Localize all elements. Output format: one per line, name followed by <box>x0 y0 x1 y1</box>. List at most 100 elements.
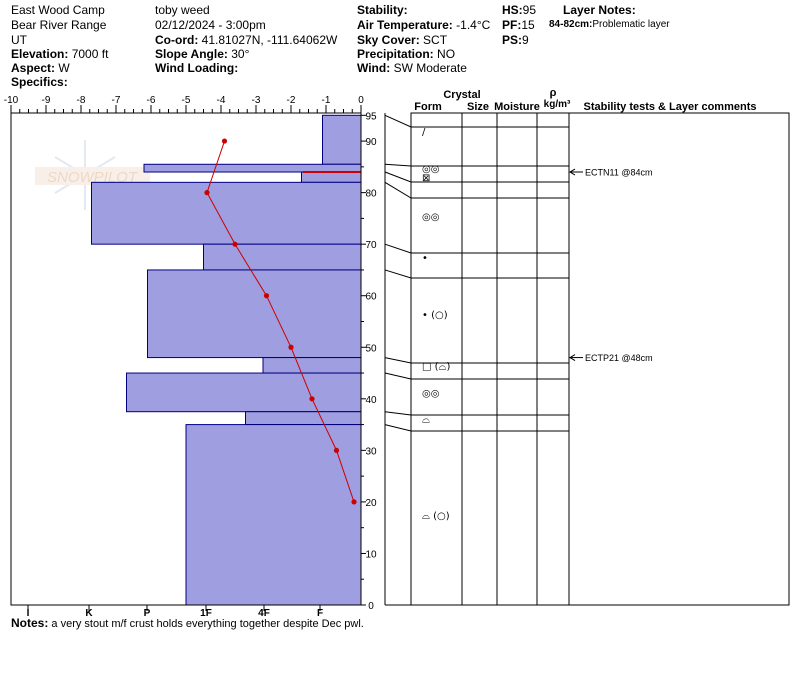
hardness-tick-label: 4F <box>258 608 270 619</box>
depth-tick-label: 70 <box>365 240 377 251</box>
snow-profile-chart: SNOWPILOT -10 -9 -8 -7 -6 -5 -4 -3 -2 -1 0 I K P 1F 4F… <box>4 87 790 619</box>
depth-tick-label: 90 <box>365 137 377 148</box>
crystal-form-symbol: ⌓ (○) <box>422 511 450 522</box>
temp-tick-label: -1 <box>322 95 331 106</box>
temp-point <box>204 190 210 196</box>
hardness-bar <box>91 181 362 245</box>
crystal-form-symbol: □ (⌓) <box>422 361 450 372</box>
layer-rows <box>384 114 569 606</box>
stability-header: Stability tests & Layer comments <box>583 101 756 113</box>
layer-boundary <box>384 243 569 254</box>
layer-boundary <box>384 171 569 183</box>
temp-tick-label: -10 <box>4 95 19 106</box>
temp-point <box>333 447 340 453</box>
layer-boundary <box>384 372 569 380</box>
depth-tick-label: 30 <box>365 446 377 457</box>
layer-boundary <box>384 357 569 364</box>
layer-boundary <box>384 269 569 279</box>
hardness-tick-label: P <box>144 608 151 619</box>
temp-point <box>221 138 228 144</box>
datetime: 02/12/2024 - 3:00pm <box>155 18 266 32</box>
ps: PS:9 <box>502 33 529 47</box>
location: East Wood Camp <box>11 3 105 17</box>
hardness-tick-label: F <box>317 608 323 619</box>
hardness-bar <box>143 163 362 173</box>
depth-axis: 0 10 20 30 40 50 60 70 80 90 95 <box>361 111 377 612</box>
stability: Stability: <box>357 3 408 17</box>
watermark-text: SNOWPILOT <box>47 169 139 186</box>
hardness-bar <box>322 114 362 165</box>
crystal-form-symbol: • (○) <box>422 310 448 321</box>
snowpilot-watermark: SNOWPILOT <box>35 140 150 210</box>
hardness-bar <box>301 171 362 183</box>
coordinates: Co-ord: 41.81027N, -111.64062W <box>155 33 338 47</box>
crystal-form-symbol: ◎◎ <box>422 389 439 400</box>
crystal-header: Crystal <box>443 89 480 101</box>
layer-boundary <box>384 114 569 128</box>
form-header: Form <box>414 101 442 113</box>
temp-tick-label: -5 <box>182 95 191 106</box>
layer-boundary <box>384 411 569 416</box>
sky-cover: Sky Cover: SCT <box>357 33 448 47</box>
aspect: Aspect: W <box>11 61 70 75</box>
temp-point <box>263 293 270 299</box>
temp-tick-label: -7 <box>112 95 121 106</box>
notes: Notes: a very stout m/f crust holds ever… <box>11 616 364 630</box>
test-arrow-head <box>569 354 576 362</box>
depth-tick-label: 50 <box>365 343 377 354</box>
layer-boundary <box>384 424 569 432</box>
specifics: Specifics: <box>11 75 68 89</box>
layer-table: Crystal Form Size Moisture ρ kg/m³ Stabi… <box>384 87 790 606</box>
crystal-form-symbol: ◎◎ <box>422 164 439 175</box>
depth-tick-label: 40 <box>365 395 377 406</box>
crystal-form-symbol: ◎◎ <box>422 212 439 223</box>
layer-note: 84-82cm:Problematic layer <box>549 19 670 30</box>
layer-boundary <box>384 163 569 167</box>
slope-angle: Slope Angle: 30° <box>155 47 250 61</box>
depth-tick-label: 10 <box>365 549 377 560</box>
crystal-form-symbol: • <box>422 253 428 264</box>
hardness-tick-label: I <box>27 608 30 619</box>
observer: toby weed <box>155 3 210 17</box>
hardness-bar <box>147 269 362 359</box>
temp-tick-label: -9 <box>42 95 51 106</box>
range: Bear River Range <box>11 18 107 32</box>
depth-tick-label: 80 <box>365 189 377 200</box>
test-label: ECTN11 @84cm <box>585 168 653 178</box>
precipitation: Precipitation: NO <box>357 47 456 61</box>
wind-loading: Wind Loading: <box>155 61 239 75</box>
crystal-forms: /◎◎⊠◎◎•• (○)□ (⌓)◎◎⌓⌓ (○) <box>422 127 450 522</box>
temp-point <box>232 241 238 247</box>
depth-tick-label: 60 <box>365 292 377 303</box>
layer-boundary <box>384 181 569 199</box>
air-temperature: Air Temperature: -1.4°C <box>357 18 491 32</box>
depth-tick-label: 95 <box>365 111 377 122</box>
hardness-bar <box>262 357 362 374</box>
temp-point <box>351 499 357 505</box>
wind: Wind: SW Moderate <box>357 61 467 75</box>
pf: PF:15 <box>502 18 535 32</box>
temp-tick-label: -6 <box>147 95 156 106</box>
hs: HS:95 <box>502 3 537 17</box>
temp-point <box>309 396 315 402</box>
hardness-layers <box>91 114 362 606</box>
elevation: Elevation: 7000 ft <box>11 47 109 61</box>
temp-tick-label: -4 <box>217 95 226 106</box>
temp-line <box>206 140 355 503</box>
hardness-axis: I K P 1F 4F F <box>27 605 323 619</box>
moisture-header: Moisture <box>494 101 540 113</box>
hardness-bar <box>245 411 362 426</box>
hardness-tick-label: 1F <box>200 608 212 619</box>
temp-tick-label: -3 <box>252 95 261 106</box>
rho-header: ρ <box>550 87 557 99</box>
crystal-form-symbol: ⌓ <box>422 414 430 425</box>
crystal-form-symbol: ⊠ <box>422 173 430 184</box>
stability-tests: ECTN11 @84cm ECTP21 @48cm <box>569 168 653 363</box>
hardness-tick-label: K <box>85 608 93 619</box>
temp-tick-label: -2 <box>287 95 296 106</box>
test-label: ECTP21 @48cm <box>585 353 653 363</box>
depth-tick-label: 0 <box>368 601 374 612</box>
temp-point <box>288 344 294 350</box>
hardness-bar <box>126 372 362 413</box>
crystal-form-symbol: / <box>422 127 426 138</box>
